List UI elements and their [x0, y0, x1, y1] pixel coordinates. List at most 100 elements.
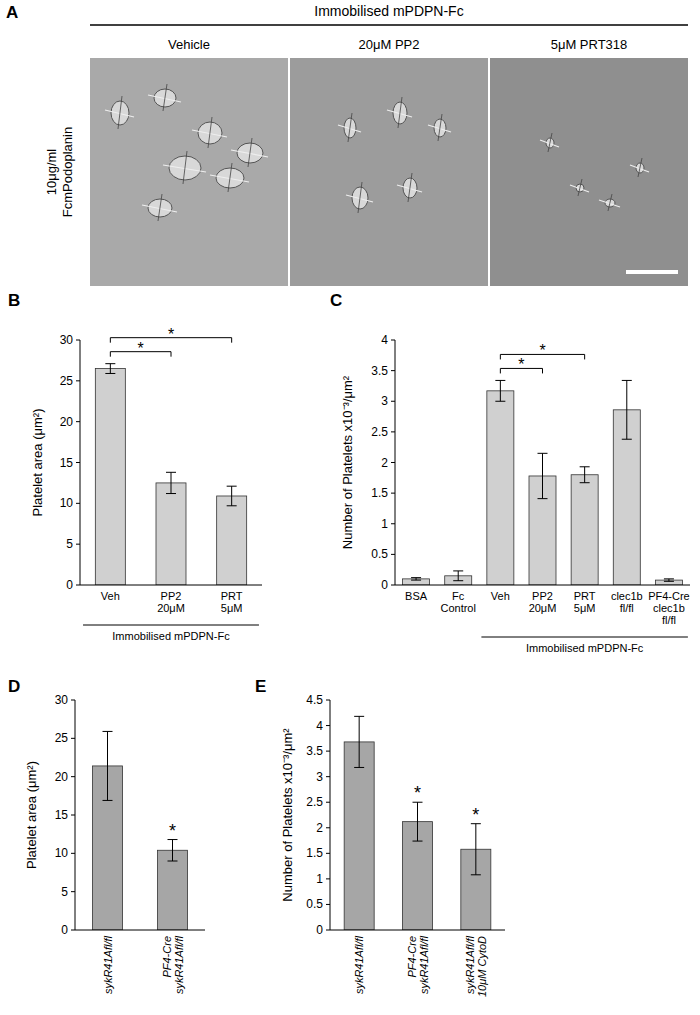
bars — [93, 731, 188, 930]
error-bar — [168, 840, 178, 861]
x-tick-label: BSA — [405, 590, 428, 602]
y-tick-label: 1 — [381, 517, 388, 531]
y-tick — [391, 431, 395, 432]
x-tick-label: FcControl — [440, 590, 475, 614]
scale-bar — [626, 270, 678, 274]
x-tick-label-line: PRT — [574, 590, 596, 602]
panel-label: A — [6, 3, 18, 22]
x-tick-label-line: clec1b — [611, 590, 643, 602]
error-bar — [664, 579, 674, 581]
micrograph — [290, 58, 488, 286]
x-tick-label-line: PF4-Cre — [648, 590, 690, 602]
x-tick-label: PRT5μM — [574, 590, 596, 614]
error-bar — [354, 716, 364, 767]
x-tick-label: PP220μM — [157, 590, 185, 614]
y-tick — [326, 700, 330, 701]
row-label-line: FcmPodoplanin — [60, 127, 75, 217]
y-tick-label: 2.5 — [371, 425, 388, 439]
y-tick-label: 0.5 — [371, 547, 388, 561]
group-rule — [83, 625, 259, 626]
bar — [217, 496, 247, 585]
panel-label: E — [255, 677, 266, 696]
bars — [95, 364, 246, 585]
micrograph-background — [290, 58, 488, 286]
y-tick-label: 25 — [60, 374, 74, 388]
x-tick-label-line: Control — [440, 602, 475, 614]
y-tick-label: 0 — [61, 923, 68, 937]
y-tick-label: 10 — [55, 846, 69, 860]
y-tick-label: 4 — [316, 719, 323, 733]
x-tick-label: sykR41Afl/fl — [102, 935, 114, 994]
x-tick-label: Veh — [101, 590, 120, 602]
panel-label: C — [330, 291, 342, 310]
error-bar — [495, 380, 505, 401]
y-tick-label: 15 — [60, 456, 74, 470]
error-bar — [471, 824, 481, 875]
significance-star: * — [169, 821, 176, 841]
bar — [95, 369, 125, 585]
y-tick — [326, 751, 330, 752]
x-tick-label: clec1bfl/fl — [611, 590, 643, 614]
platelet-filopodium — [228, 163, 232, 192]
error-bar — [538, 453, 548, 498]
y-tick — [76, 585, 80, 586]
y-tick — [391, 554, 395, 555]
y-tick — [391, 401, 395, 402]
platelet-filopodium — [638, 158, 642, 177]
bar — [344, 742, 374, 930]
x-tick-label-line: Veh — [491, 590, 510, 602]
y-tick-label: 3.5 — [371, 364, 388, 378]
platelet-filopodium — [248, 138, 252, 167]
x-axis-line — [330, 930, 505, 931]
y-tick-label: 3.5 — [306, 744, 323, 758]
y-tick-label: 2.5 — [306, 795, 323, 809]
y-tick-label: 4.5 — [306, 693, 323, 707]
micrograph — [490, 58, 688, 286]
x-tick-label-line: sykR41Afl/fl — [173, 935, 185, 994]
x-tick-label-line: clec1b — [653, 602, 685, 614]
y-tick-label: 4 — [381, 333, 388, 347]
group-rule — [481, 637, 688, 638]
platelet-filopodium — [208, 117, 212, 148]
x-tick-label-line: 5μM — [221, 602, 243, 614]
bar-chart: BPlatelet area (μm²)051015202530VehPP220… — [8, 291, 262, 642]
significance-star: * — [518, 356, 524, 373]
x-tick-label: sykR41Afl/fl10μM CytoD — [464, 935, 488, 997]
y-tick — [391, 493, 395, 494]
error-bar — [411, 578, 421, 580]
y-tick — [71, 700, 75, 701]
y-axis-label: Number of Platelets x10⁻³/μm² — [340, 375, 355, 549]
header-rule — [90, 24, 688, 26]
x-tick-label-line: 5μM — [574, 602, 596, 614]
group-label: Immobilised mPDPN-Fc — [112, 630, 230, 642]
x-tick-label-line: sykR41Afl/fl — [353, 935, 365, 994]
x-tick-label: PF4-Creclec1bfl/fl — [648, 590, 690, 626]
y-tick-label: 1 — [316, 872, 323, 886]
error-bar — [103, 731, 113, 800]
significance-star: * — [138, 340, 144, 357]
column-label: 20μM PP2 — [359, 37, 420, 52]
platelet-filopodium — [578, 179, 582, 196]
y-tick — [391, 340, 395, 341]
platelet-filopodium — [348, 113, 352, 142]
y-tick — [326, 725, 330, 726]
error-bar — [622, 380, 632, 439]
significance-star: * — [168, 326, 174, 343]
y-tick-label: 30 — [55, 693, 69, 707]
y-tick-label: 3 — [316, 770, 323, 784]
y-tick — [326, 802, 330, 803]
x-tick-label-line: sykR41Afl/fl — [418, 935, 430, 994]
micrograph-background — [90, 58, 288, 286]
x-tick-label: Veh — [491, 590, 510, 602]
x-tick-label-line: 20μM — [157, 602, 185, 614]
y-tick-label: 5 — [66, 537, 73, 551]
x-tick-label-line: sykR41Afl/fl — [464, 935, 476, 994]
platelet-filopodium — [118, 96, 122, 129]
x-tick-label-line: fl/fl — [662, 614, 676, 626]
y-axis-label: Platelet area (μm²) — [24, 761, 39, 869]
platelet-filopodium — [548, 133, 552, 152]
y-tick — [326, 878, 330, 879]
x-axis-line — [395, 585, 690, 586]
column-label: Vehicle — [168, 37, 210, 52]
error-bar — [166, 472, 176, 493]
